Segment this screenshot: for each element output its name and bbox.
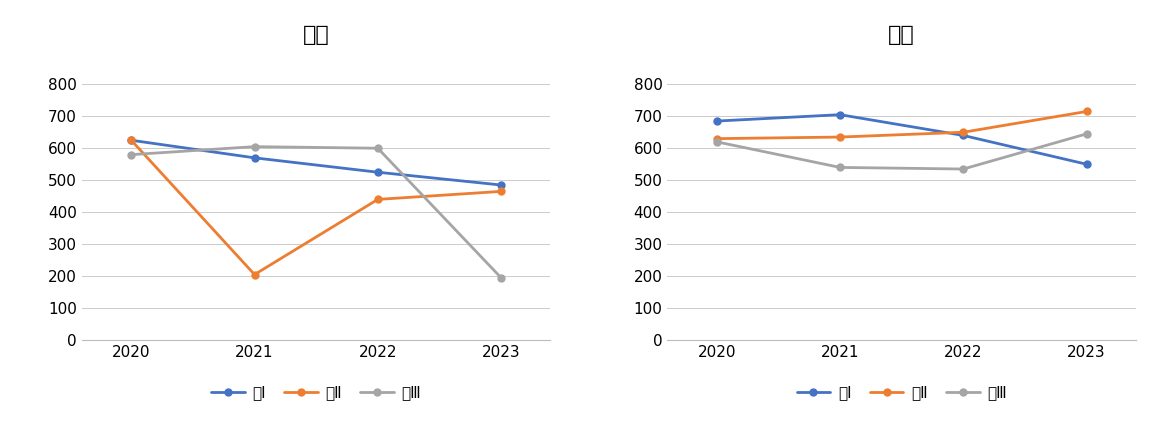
理Ⅲ	[833, 165, 847, 170]
理Ⅰ	[710, 119, 724, 124]
Legend: 文Ⅰ, 文Ⅱ, 文Ⅲ: 文Ⅰ, 文Ⅱ, 文Ⅲ	[211, 385, 422, 400]
Line: 理Ⅰ: 理Ⅰ	[713, 111, 1090, 168]
Line: 文Ⅲ: 文Ⅲ	[128, 143, 505, 281]
文Ⅱ	[494, 189, 508, 194]
文Ⅱ	[124, 138, 138, 143]
理Ⅰ	[1080, 162, 1094, 167]
Line: 文Ⅰ: 文Ⅰ	[128, 137, 505, 188]
理Ⅱ	[957, 129, 971, 135]
理Ⅱ	[833, 134, 847, 140]
文Ⅰ	[371, 170, 385, 175]
文Ⅱ	[247, 272, 261, 277]
文Ⅱ	[371, 197, 385, 202]
Title: 文科: 文科	[303, 25, 329, 45]
文Ⅲ	[371, 146, 385, 151]
理Ⅲ	[1080, 131, 1094, 136]
理Ⅰ	[833, 112, 847, 117]
理Ⅲ	[957, 167, 971, 172]
Line: 理Ⅱ: 理Ⅱ	[713, 108, 1090, 142]
Line: 文Ⅱ: 文Ⅱ	[128, 137, 505, 278]
文Ⅰ	[494, 182, 508, 187]
文Ⅰ	[247, 155, 261, 160]
Line: 理Ⅲ: 理Ⅲ	[713, 130, 1090, 173]
Legend: 理Ⅰ, 理Ⅱ, 理Ⅲ: 理Ⅰ, 理Ⅱ, 理Ⅲ	[796, 385, 1007, 400]
文Ⅲ	[124, 152, 138, 157]
文Ⅲ	[494, 275, 508, 280]
文Ⅲ	[247, 144, 261, 149]
理Ⅱ	[1080, 109, 1094, 114]
Title: 理科: 理科	[889, 25, 915, 45]
理Ⅲ	[710, 139, 724, 144]
理Ⅰ	[957, 133, 971, 138]
文Ⅰ	[124, 138, 138, 143]
理Ⅱ	[710, 136, 724, 141]
